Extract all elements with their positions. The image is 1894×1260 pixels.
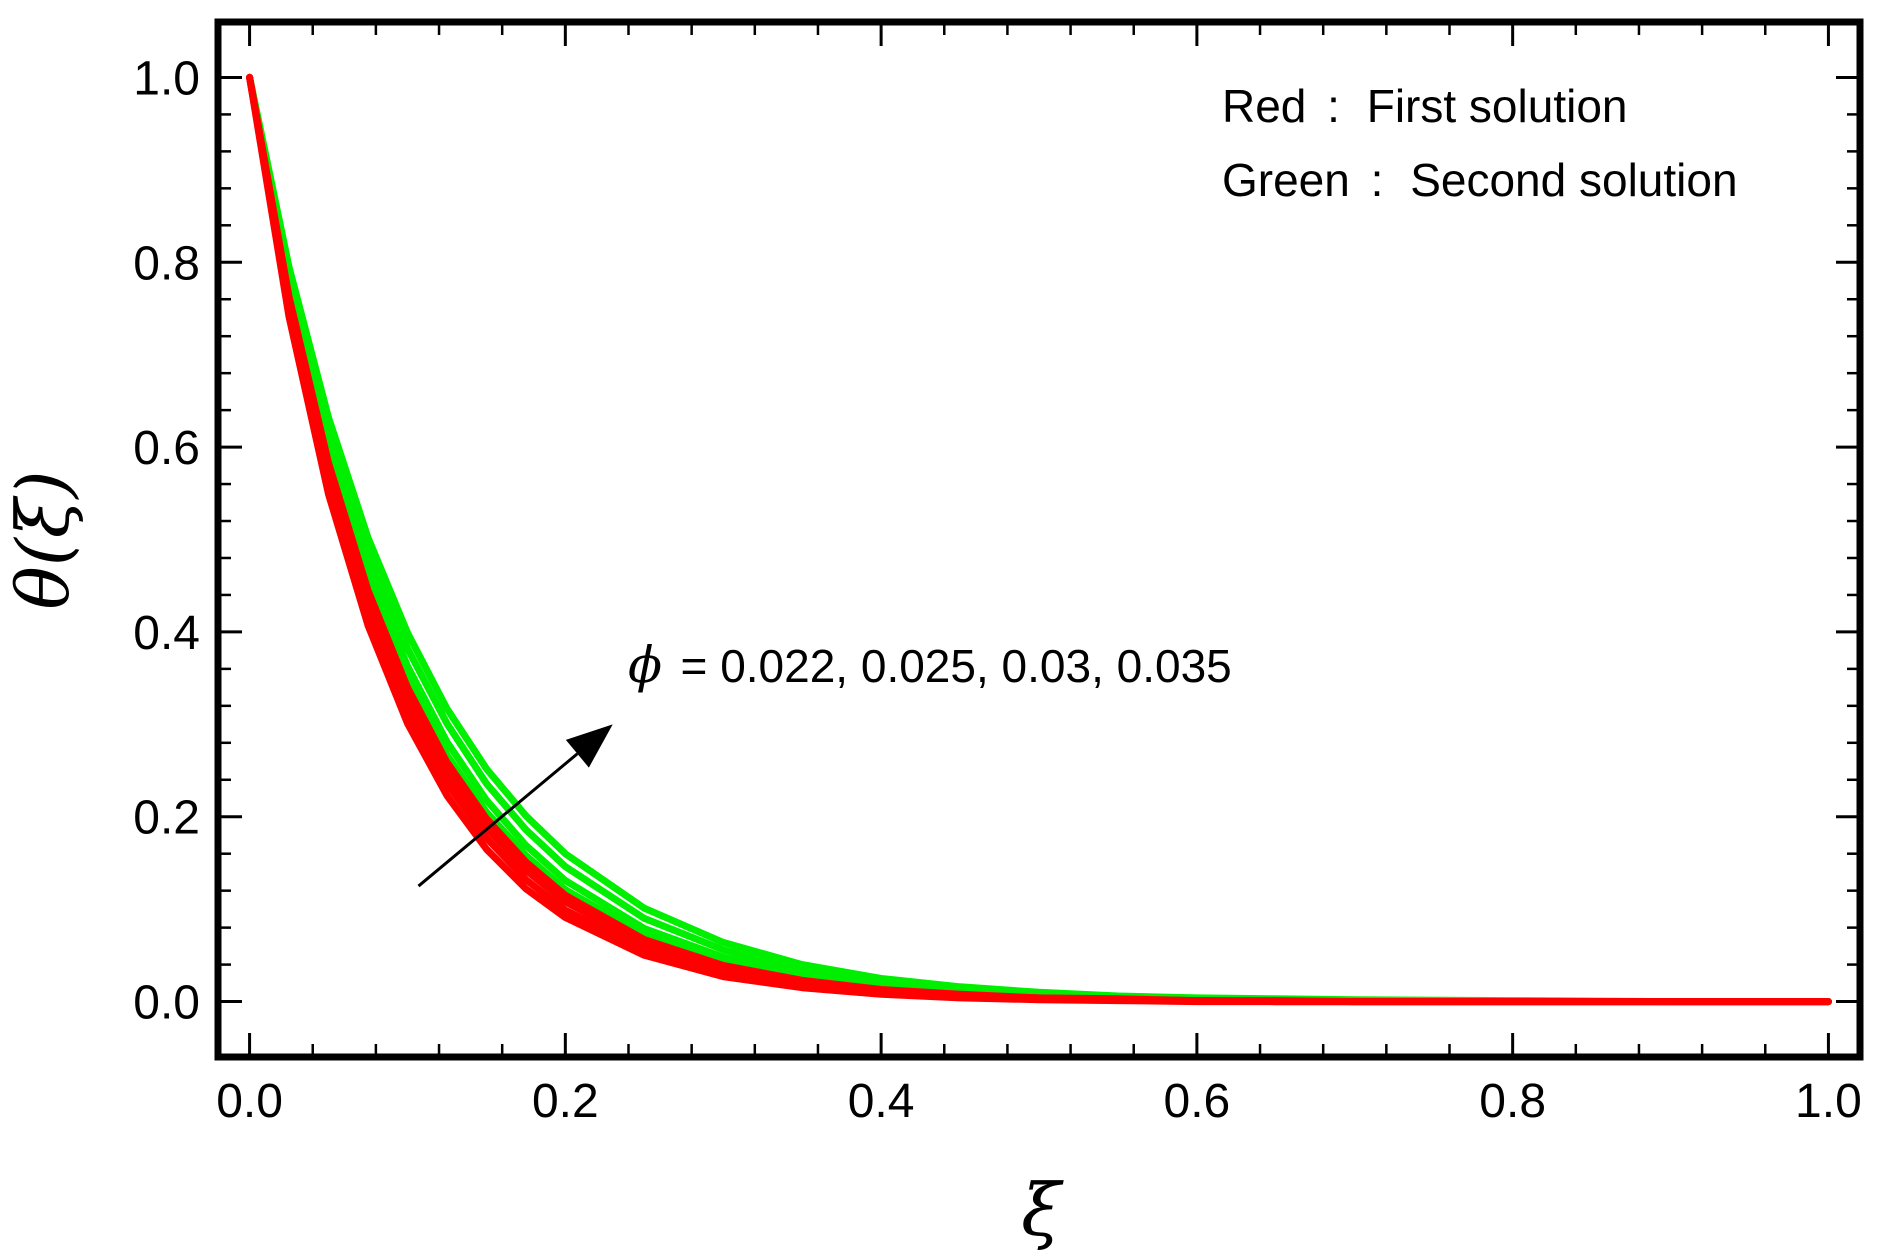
series-line-second-4 — [246, 73, 1832, 1006]
y-tick-label: 0.4 — [133, 607, 200, 660]
annotation-text: = 0.022, 0.025, 0.03, 0.035 — [681, 640, 1232, 692]
x-tick-label: 0.6 — [1164, 1075, 1231, 1128]
y-tick-label: 0.0 — [133, 977, 200, 1030]
series-line-first-7 — [246, 73, 1832, 1006]
series-line-second-1 — [246, 73, 1832, 1006]
y-tick-label: 0.2 — [133, 792, 200, 845]
series-line-first-6 — [246, 73, 1832, 1006]
annotation-arrow-head — [565, 724, 613, 768]
y-tick-label: 1.0 — [133, 52, 200, 105]
legend-text-second: Second solution — [1410, 154, 1737, 206]
plot-frame — [214, 18, 1864, 1061]
legend: Red : First solution Green : Second solu… — [1222, 80, 1738, 206]
legend-text-first: First solution — [1367, 80, 1628, 132]
phi-annotation: ϕ = 0.022, 0.025, 0.03, 0.035 — [417, 636, 1232, 888]
annotation-label: ϕ = 0.022, 0.025, 0.03, 0.035 — [628, 636, 1232, 694]
ticks-layer: 0.0 0.2 0.4 0.6 0.8 1.0 0.0 0.2 0.4 0.6 0.8 1.0 — [133, 22, 1862, 1128]
series-layer — [246, 73, 1832, 1006]
series-line-first-5 — [246, 73, 1832, 1006]
legend-sep-second: : — [1371, 154, 1384, 206]
x-tick-label: 0.0 — [216, 1075, 283, 1128]
y-tick-label: 0.6 — [133, 422, 200, 475]
x-tick-label: 0.2 — [532, 1075, 599, 1128]
legend-color-word-first: Red — [1222, 80, 1306, 132]
y-axis-title: θ(ξ) — [1, 470, 85, 609]
legend-line-second: Green : Second solution — [1222, 154, 1738, 206]
annotation-symbol: ϕ — [628, 636, 662, 694]
series-line-second-3 — [246, 73, 1832, 1006]
y-tick-label: 0.8 — [133, 237, 200, 290]
x-tick-label: 0.4 — [848, 1075, 915, 1128]
series-line-second-2 — [246, 73, 1832, 1006]
x-axis-title: ξ — [1021, 1168, 1064, 1252]
legend-line-first: Red : First solution — [1222, 80, 1627, 132]
legend-sep-first: : — [1327, 80, 1340, 132]
legend-color-word-second: Green — [1222, 154, 1350, 206]
x-tick-label: 0.8 — [1479, 1075, 1546, 1128]
annotation-arrow-line — [417, 752, 579, 888]
x-tick-label: 1.0 — [1795, 1075, 1862, 1128]
series-line-first-8 — [246, 73, 1832, 1006]
